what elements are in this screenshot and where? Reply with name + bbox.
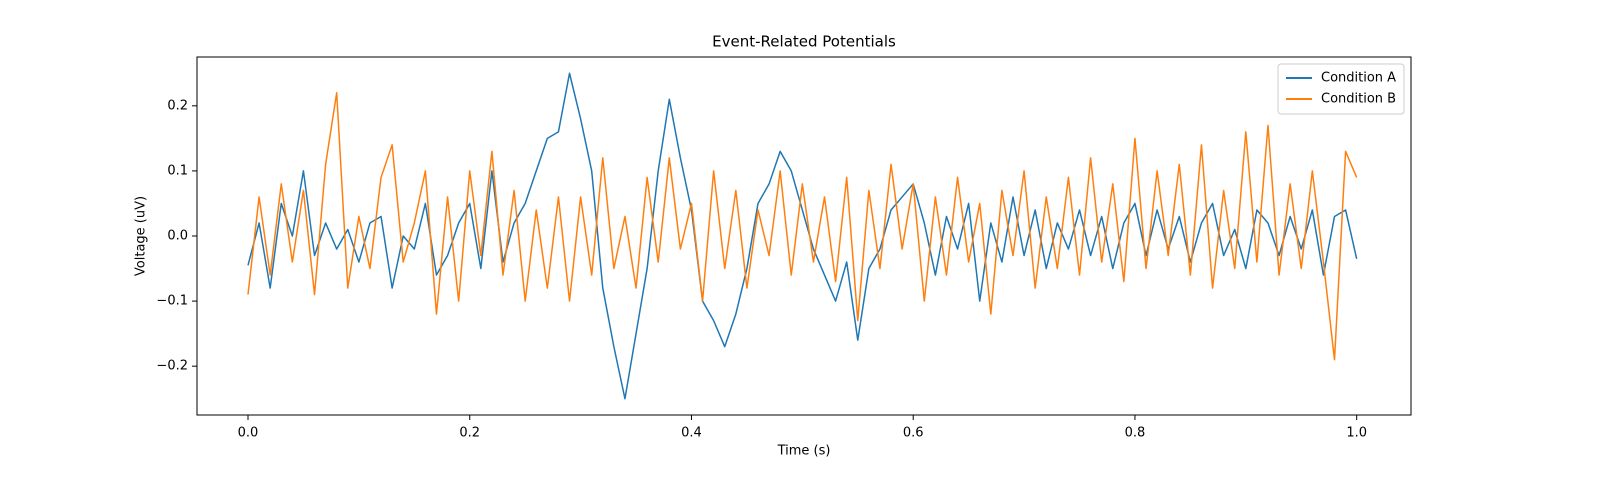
x-tick-label: 0.2 bbox=[459, 426, 480, 441]
y-tick-label: 0.1 bbox=[167, 163, 188, 178]
y-axis-label: Voltage (uV) bbox=[134, 196, 149, 276]
chart-title: Event-Related Potentials bbox=[712, 33, 896, 51]
y-tick-label: −0.1 bbox=[156, 294, 188, 309]
x-tick-label: 1.0 bbox=[1346, 426, 1367, 441]
legend-box bbox=[1277, 63, 1405, 115]
x-tick-label: 0.4 bbox=[681, 426, 702, 441]
y-tick-label: 0.2 bbox=[167, 98, 188, 113]
x-tick-label: 0.6 bbox=[903, 426, 924, 441]
y-tick-label: −0.2 bbox=[156, 359, 188, 374]
legend-label: Condition A bbox=[1321, 71, 1396, 86]
x-axis-label: Time (s) bbox=[777, 444, 831, 459]
series-line bbox=[247, 92, 1358, 361]
plot-frame bbox=[196, 56, 1412, 416]
y-tick-label: 0.0 bbox=[167, 229, 188, 244]
series-line bbox=[247, 72, 1358, 400]
legend-label: Condition B bbox=[1321, 92, 1396, 107]
x-tick-label: 0.8 bbox=[1125, 426, 1146, 441]
x-tick-label: 0.0 bbox=[238, 426, 259, 441]
